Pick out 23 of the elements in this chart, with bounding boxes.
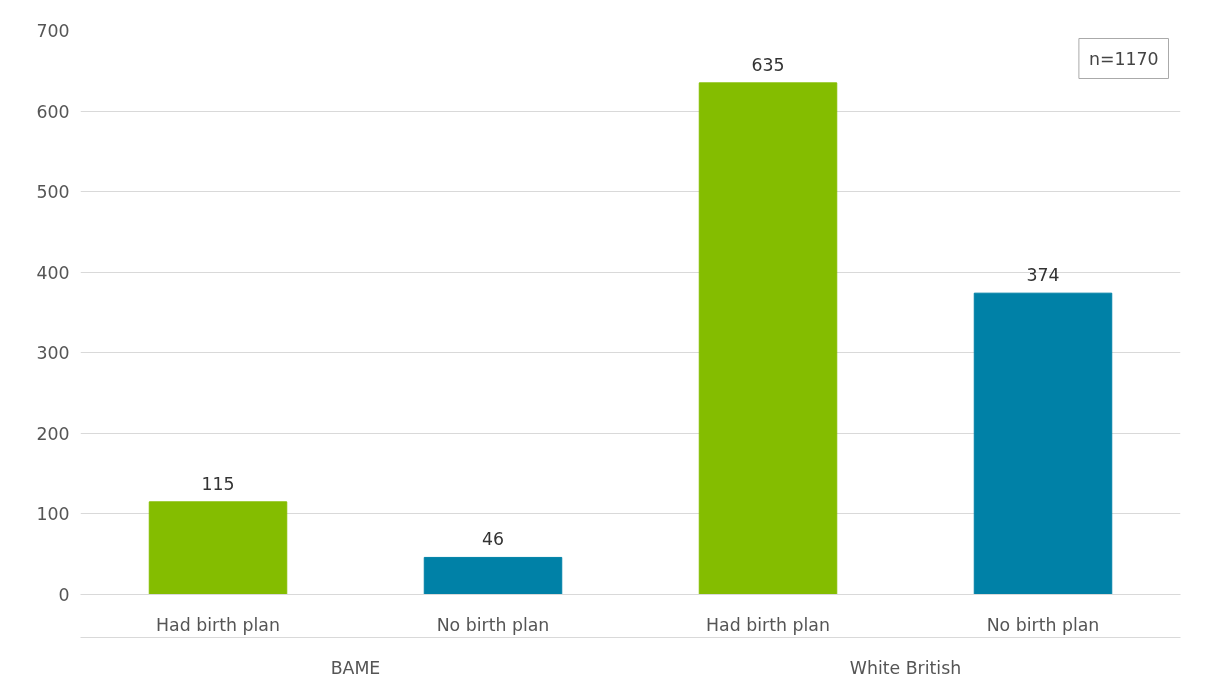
- bar: [698, 82, 838, 595]
- y-tick-label: 400: [36, 262, 70, 283]
- annotation: n=1170: [1088, 48, 1159, 69]
- data-label: 115: [201, 473, 235, 494]
- data-label: 635: [751, 54, 785, 75]
- x-tick-label: White British: [849, 657, 962, 678]
- bar: [148, 501, 288, 595]
- y-tick-label: 200: [36, 423, 70, 444]
- bar: [973, 292, 1113, 595]
- y-tick-label: 300: [36, 343, 70, 364]
- data-label: 374: [1026, 265, 1060, 286]
- series-label: Had birth plan: [156, 614, 280, 635]
- series-label: No birth plan: [436, 614, 550, 635]
- y-tick-label: 100: [36, 504, 70, 525]
- y-tick-label: 600: [36, 101, 70, 122]
- y-tick-label: 700: [36, 21, 70, 41]
- text: Had birth plan: [706, 614, 830, 635]
- y-tick-label: 0: [58, 585, 70, 605]
- bar: [423, 556, 563, 595]
- data-label: 46: [481, 529, 505, 550]
- y-tick-label: 500: [36, 182, 70, 203]
- x-tick-label: BAME: [330, 657, 381, 678]
- text: No birth plan: [986, 614, 1100, 635]
